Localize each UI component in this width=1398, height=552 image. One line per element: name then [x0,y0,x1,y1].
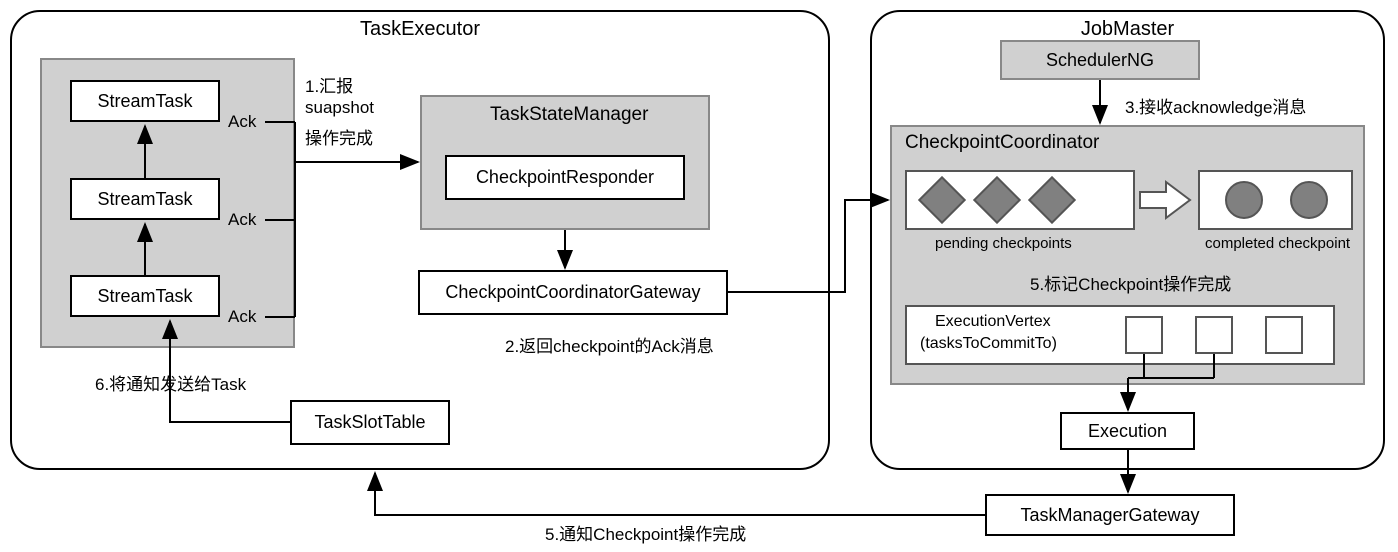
ack-label-2: Ack [228,307,256,327]
step6-label: 6.将通知发送给Task [95,370,246,395]
step5-notify-label: 5.通知Checkpoint操作完成 [545,520,746,545]
job-master-title: JobMaster [1073,18,1182,41]
exec-vertex-title: ExecutionVertex [935,313,1051,331]
ack-label-1: Ack [228,210,256,230]
stream-task-box-2: StreamTask [70,275,220,317]
completed-label: completed checkpoint [1205,235,1350,252]
step3-label: 3.接收acknowledge消息 [1125,93,1306,118]
scheduler-panel: SchedulerNG [1000,40,1200,80]
exec-vertex-slot-1 [1195,316,1233,354]
exec-vertex-sub: (tasksToCommitTo) [920,335,1057,353]
step5-mark-label: 5.标记Checkpoint操作完成 [1030,270,1231,295]
checkpoint-responder-box: CheckpointResponder [445,155,685,200]
promote-arrow-icon [1138,178,1193,222]
stream-task-box-1: StreamTask [70,178,220,220]
stream-task-box-0: StreamTask [70,80,220,122]
checkpoint-coordinator-title: CheckpointCoordinator [905,132,1099,154]
ack-label-0: Ack [228,112,256,132]
execution-box: Execution [1060,412,1195,450]
exec-vertex-slot-0 [1125,316,1163,354]
task-slot-table-box: TaskSlotTable [290,400,450,445]
step1-line2: suapshot [305,98,374,118]
completed-circle-0 [1225,181,1263,219]
checkpoint-coord-gateway-box: CheckpointCoordinatorGateway [418,270,728,315]
completed-circle-1 [1290,181,1328,219]
step2-label: 2.返回checkpoint的Ack消息 [505,332,714,357]
step1-line1: 1.汇报 [305,72,353,97]
pending-label: pending checkpoints [935,235,1072,252]
step1-line3: 操作完成 [305,124,373,149]
exec-vertex-slot-2 [1265,316,1303,354]
task-manager-gateway-box: TaskManagerGateway [985,494,1235,536]
completed-checkpoint-box [1198,170,1353,230]
task-executor-title: TaskExecutor [352,18,488,41]
scheduler-label: SchedulerNG [1046,50,1154,71]
task-state-manager-title: TaskStateManager [490,104,648,126]
